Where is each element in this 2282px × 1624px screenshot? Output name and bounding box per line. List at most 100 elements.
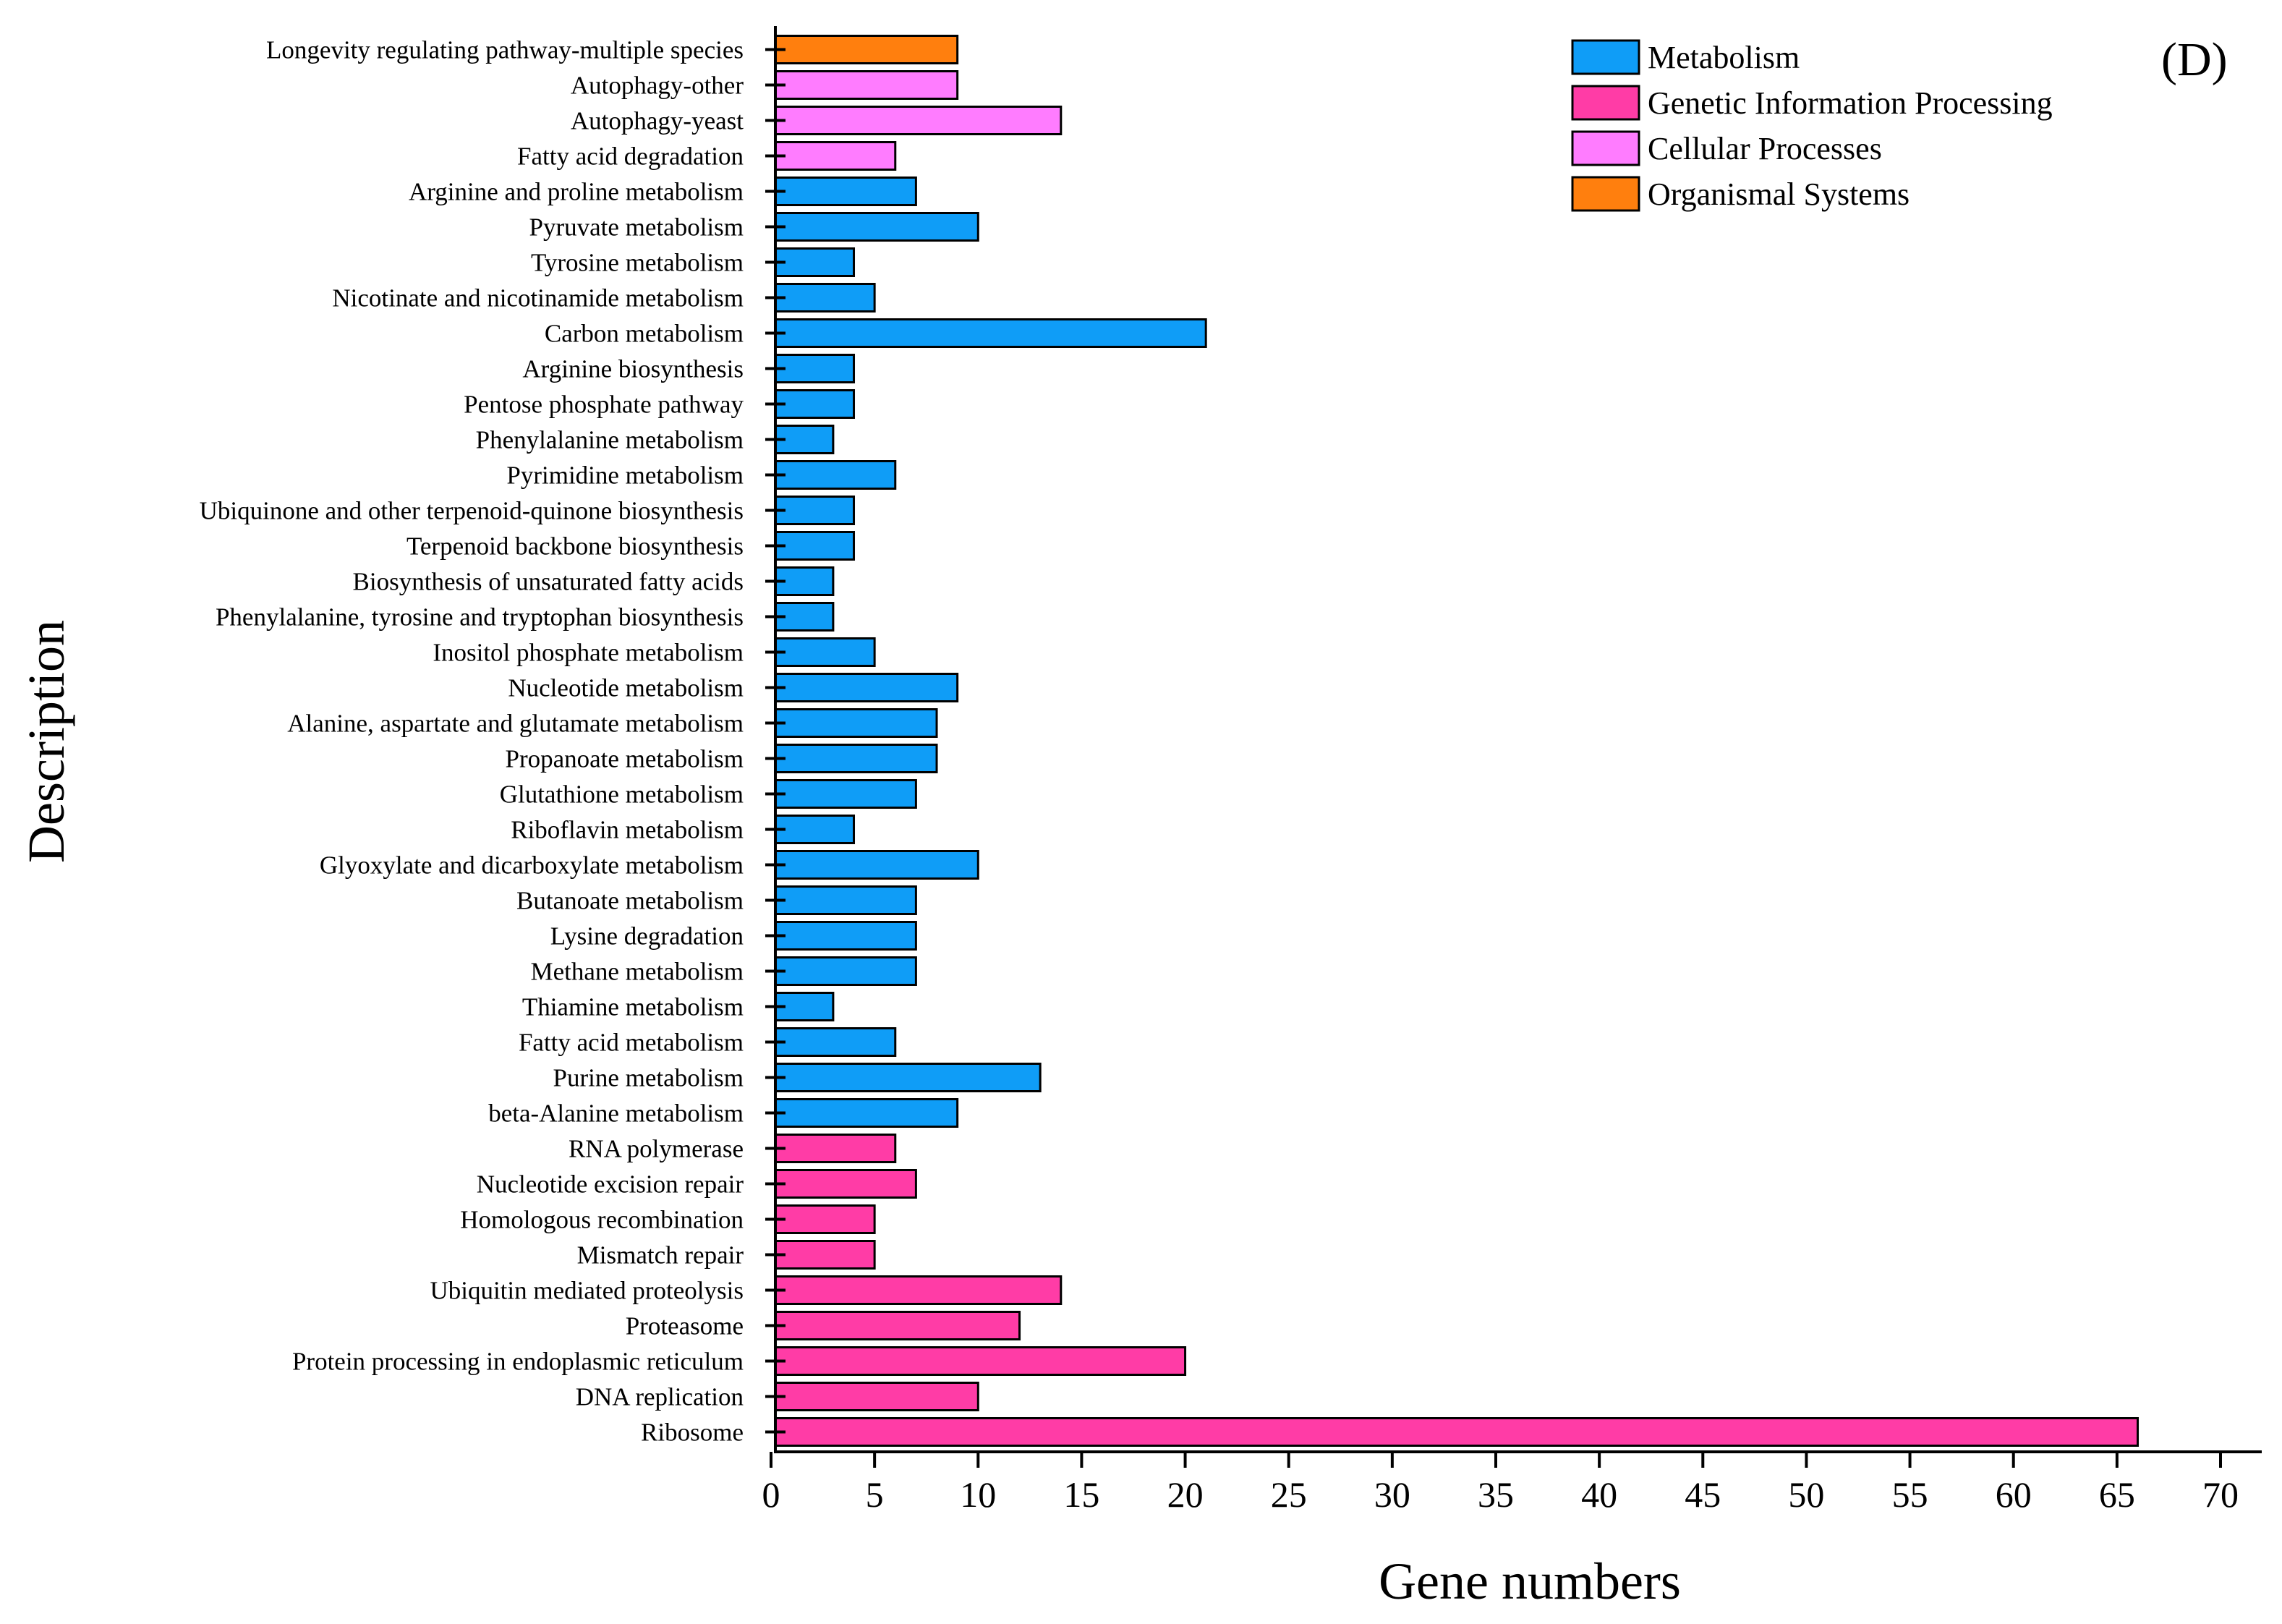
bar-autophagy-other bbox=[774, 70, 959, 100]
bar-inositol-phosphate-metabolism bbox=[774, 637, 876, 667]
category-label: Phenylalanine metabolism bbox=[476, 426, 744, 454]
x-tick-label: 30 bbox=[1374, 1474, 1410, 1515]
category-label: Purine metabolism bbox=[553, 1064, 744, 1092]
category-label: Mismatch repair bbox=[577, 1241, 744, 1270]
bar-glyoxylate-and-dicarboxylate-metabolism bbox=[774, 850, 979, 880]
y-ticks bbox=[765, 48, 785, 1434]
bar-nicotinate-and-nicotinamide-metabolism bbox=[774, 283, 876, 313]
axes bbox=[774, 26, 2262, 1453]
bar-proteasome bbox=[774, 1311, 1021, 1340]
bar-ribosome bbox=[774, 1417, 2139, 1447]
category-label: Lysine degradation bbox=[550, 922, 744, 951]
category-label: Arginine biosynthesis bbox=[522, 355, 744, 383]
x-tick-label: 15 bbox=[1063, 1474, 1099, 1515]
category-label: Biosynthesis of unsaturated fatty acids bbox=[353, 568, 744, 596]
x-tick-label: 40 bbox=[1581, 1474, 1617, 1515]
category-label: RNA polymerase bbox=[569, 1135, 744, 1163]
bar-purine-metabolism bbox=[774, 1063, 1042, 1092]
bar-methane-metabolism bbox=[774, 956, 917, 986]
legend: Metabolism Genetic Information Processing… bbox=[1571, 39, 2053, 212]
category-label: beta-Alanine metabolism bbox=[488, 1100, 744, 1128]
category-label: Ubiquitin mediated proteolysis bbox=[430, 1277, 744, 1305]
bar-glutathione-metabolism bbox=[774, 779, 917, 809]
bar-ubiquinone-and-other-terpenoid-quinone-biosynthesis bbox=[774, 496, 856, 525]
category-label: Homologous recombination bbox=[460, 1206, 744, 1234]
category-label: Arginine and proline metabolism bbox=[409, 178, 744, 206]
bar-arginine-and-proline-metabolism bbox=[774, 177, 917, 206]
x-tick-label: 0 bbox=[762, 1474, 780, 1515]
x-axis-title: Gene numbers bbox=[1379, 1552, 1681, 1610]
category-label: Autophagy-yeast bbox=[571, 107, 744, 135]
x-tick-label: 65 bbox=[2099, 1474, 2135, 1515]
category-label: Ubiquinone and other terpenoid-quinone b… bbox=[200, 497, 744, 525]
bar-protein-processing-in-endoplasmic-reticulum bbox=[774, 1346, 1187, 1376]
category-label: Fatty acid metabolism bbox=[519, 1029, 744, 1057]
x-tick-label: 20 bbox=[1167, 1474, 1204, 1515]
category-label: Longevity regulating pathway-multiple sp… bbox=[266, 36, 744, 64]
category-label: Pyruvate metabolism bbox=[529, 213, 744, 242]
category-label: Tyrosine metabolism bbox=[531, 249, 744, 277]
panel-label: (D) bbox=[2161, 33, 2228, 86]
bar-homologous-recombination bbox=[774, 1204, 876, 1234]
bar-pyruvate-metabolism bbox=[774, 212, 979, 242]
bar-alanine-aspartate-and-glutamate-metabolism bbox=[774, 708, 938, 738]
bar-riboflavin-metabolism bbox=[774, 815, 856, 844]
bar-arginine-biosynthesis bbox=[774, 354, 856, 383]
category-label: Glutathione metabolism bbox=[500, 781, 744, 809]
category-label: Pentose phosphate pathway bbox=[464, 391, 744, 419]
category-label: Alanine, aspartate and glutamate metabol… bbox=[287, 710, 744, 738]
legend-swatch-cellular-processes bbox=[1571, 130, 1640, 166]
bar-longevity-regulating-pathway-multiple-species bbox=[774, 35, 959, 64]
category-label: Proteasome bbox=[626, 1312, 744, 1340]
category-label: DNA replication bbox=[576, 1383, 744, 1411]
x-tick-label: 60 bbox=[1996, 1474, 2032, 1515]
x-tick-label: 70 bbox=[2202, 1474, 2239, 1515]
x-tick-label: 25 bbox=[1271, 1474, 1307, 1515]
legend-swatch-genetic-information-processing bbox=[1571, 85, 1640, 121]
bar-tyrosine-metabolism bbox=[774, 247, 856, 277]
category-label: Protein processing in endoplasmic reticu… bbox=[292, 1348, 744, 1376]
bar-propanoate-metabolism bbox=[774, 744, 938, 773]
category-label: Nucleotide metabolism bbox=[508, 674, 744, 702]
bar-beta-alanine-metabolism bbox=[774, 1098, 959, 1128]
bar-fatty-acid-degradation bbox=[774, 141, 897, 171]
legend-label: Metabolism bbox=[1648, 40, 1800, 75]
x-tick-label: 45 bbox=[1685, 1474, 1721, 1515]
category-label: Fatty acid degradation bbox=[517, 143, 744, 171]
bar-fatty-acid-metabolism bbox=[774, 1027, 897, 1057]
legend-label: Cellular Processes bbox=[1648, 131, 1882, 166]
bar-mismatch-repair bbox=[774, 1240, 876, 1270]
category-labels: Longevity regulating pathway-multiple sp… bbox=[200, 36, 744, 1447]
category-label: Thiamine metabolism bbox=[522, 993, 744, 1021]
category-label: Nucleotide excision repair bbox=[477, 1170, 744, 1199]
legend-swatch-metabolism bbox=[1571, 39, 1640, 75]
bar-ubiquitin-mediated-proteolysis bbox=[774, 1275, 1063, 1305]
category-label: Terpenoid backbone biosynthesis bbox=[406, 532, 744, 561]
category-label: Autophagy-other bbox=[571, 72, 744, 100]
y-axis-title: Description bbox=[17, 620, 75, 863]
x-ticks: 0 5 10 15 20 25 30 35 40 45 50 55 60 65 70 bbox=[762, 1452, 2239, 1515]
bar-carbon-metabolism bbox=[774, 318, 1207, 348]
bar-butanoate-metabolism bbox=[774, 885, 917, 915]
bar-dna-replication bbox=[774, 1382, 979, 1411]
x-tick-label: 55 bbox=[1892, 1474, 1928, 1515]
category-label: Riboflavin metabolism bbox=[511, 816, 744, 844]
category-label: Nicotinate and nicotinamide metabolism bbox=[332, 284, 744, 313]
category-label: Phenylalanine, tyrosine and tryptophan b… bbox=[216, 603, 744, 632]
category-label: Methane metabolism bbox=[530, 958, 744, 986]
bar-nucleotide-excision-repair bbox=[774, 1169, 917, 1199]
bar-autophagy-yeast bbox=[774, 106, 1063, 135]
bar-pentose-phosphate-pathway bbox=[774, 389, 856, 419]
category-label: Glyoxylate and dicarboxylate metabolism bbox=[320, 851, 744, 880]
category-label: Pyrimidine metabolism bbox=[506, 462, 744, 490]
x-tick-label: 5 bbox=[866, 1474, 884, 1515]
bars-layer bbox=[774, 35, 2139, 1447]
legend-swatch-organismal-systems bbox=[1571, 176, 1640, 212]
legend-label: Genetic Information Processing bbox=[1648, 85, 2053, 121]
x-tick-label: 10 bbox=[960, 1474, 996, 1515]
category-label: Carbon metabolism bbox=[545, 320, 744, 348]
bar-pyrimidine-metabolism bbox=[774, 460, 897, 490]
category-label: Butanoate metabolism bbox=[516, 887, 744, 915]
category-label: Ribosome bbox=[641, 1419, 744, 1447]
